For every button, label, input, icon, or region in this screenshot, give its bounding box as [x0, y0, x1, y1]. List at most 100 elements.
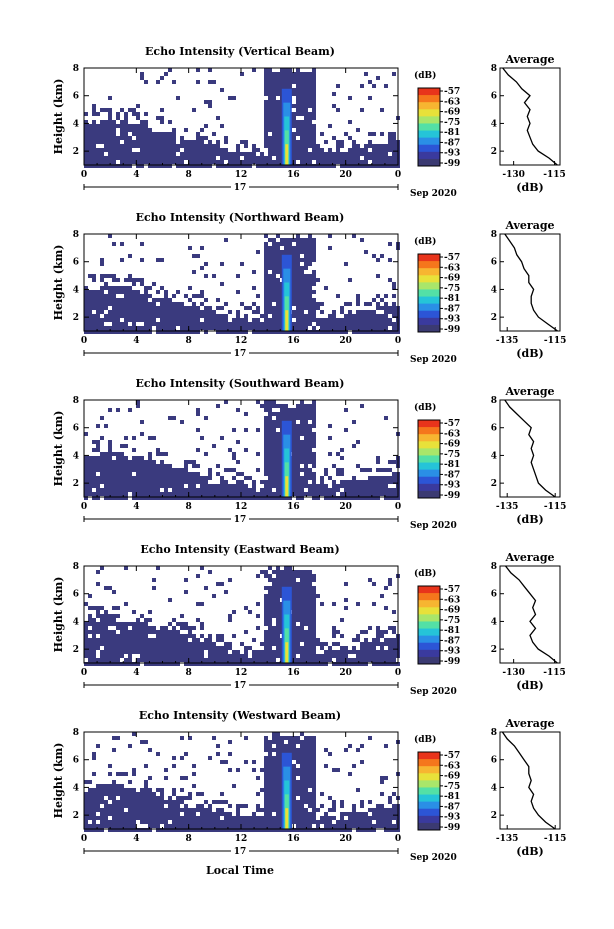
heatmap-cell: [264, 144, 268, 148]
heatmap-cell: [392, 808, 396, 812]
heatmap-cell: [300, 598, 304, 602]
heatmap-cell: [384, 630, 388, 634]
heatmap-cell: [140, 804, 144, 808]
heatmap-cell: [208, 314, 212, 318]
heatmap-cell: [120, 314, 124, 318]
heatmap-cell: [124, 456, 128, 460]
heatmap-cell: [180, 330, 184, 334]
heatmap-cell: [312, 76, 316, 80]
heatmap-cell: [92, 144, 96, 148]
heatmap-cell: [232, 330, 236, 334]
heatmap-cell: [276, 160, 280, 164]
heatmap-cell: [184, 796, 188, 800]
heatmap-cell: [312, 420, 316, 424]
heatmap-cell: [180, 310, 184, 314]
heatmap-cell: [276, 740, 280, 744]
heatmap-cell: [232, 824, 236, 828]
heatmap-cell: [392, 282, 396, 286]
heatmap-cell: [300, 732, 304, 736]
heatmap-cell: [300, 136, 304, 140]
heatmap-cell: [292, 776, 296, 780]
heatmap-cell: [228, 330, 232, 334]
heatmap-cell: [388, 650, 392, 654]
heatmap-cell: [140, 634, 144, 638]
heatmap-cell: [356, 824, 360, 828]
heatmap-cell: [388, 578, 392, 582]
heatmap-cell: [144, 816, 148, 820]
heatmap-cell: [152, 436, 156, 440]
heatmap-cell: [100, 654, 104, 658]
heatmap-cell: [200, 566, 204, 570]
heatmap-cell: [88, 302, 92, 306]
heatmap-cell: [204, 586, 208, 590]
heatmap-cell: [268, 606, 272, 610]
heatmap-cell: [272, 120, 276, 124]
colorbar-tick-label: -81: [444, 626, 460, 636]
heatmap-cell: [164, 654, 168, 658]
heatmap-cell: [244, 160, 248, 164]
heatmap-cell: [264, 294, 268, 298]
heatmap-cell: [152, 578, 156, 582]
heatmap-cell: [116, 298, 120, 302]
heatmap-cell: [316, 278, 320, 282]
heatmap-cell: [180, 650, 184, 654]
heatmap-cell: [204, 488, 208, 492]
heatmap-cell: [300, 92, 304, 96]
heatmap-cell: [104, 302, 108, 306]
heatmap-cell: [84, 602, 88, 606]
heatmap-cell: [256, 306, 260, 310]
colorbar-tick-label: -75: [444, 284, 460, 294]
heatmap-cell: [312, 780, 316, 784]
heatmap-cell: [160, 484, 164, 488]
heatmap-cell: [144, 152, 148, 156]
heatmap-cell: [368, 808, 372, 812]
heatmap-cell: [304, 570, 308, 574]
heatmap-cell: [116, 124, 120, 128]
heatmap-cell: [268, 748, 272, 752]
heatmap-cell: [376, 274, 380, 278]
heatmap-cell: [268, 658, 272, 662]
heatmap-cell: [304, 634, 308, 638]
heatmap-cell: [384, 468, 388, 472]
heatmap-cell: [292, 88, 296, 92]
heatmap-cell: [388, 468, 392, 472]
heatmap-cell: [292, 812, 296, 816]
colorbar-segment: [418, 490, 440, 499]
heatmap-cell: [200, 492, 204, 496]
heatmap-cell: [84, 322, 88, 326]
heatmap-cell: [336, 484, 340, 488]
heatmap-cell: [272, 634, 276, 638]
heatmap-cell: [128, 298, 132, 302]
heatmap-cell: [368, 824, 372, 828]
heatmap-cell: [228, 492, 232, 496]
heatmap-cell: [312, 140, 316, 144]
heatmap-cell: [264, 496, 268, 500]
heatmap-cell: [164, 306, 168, 310]
heatmap-cell: [264, 408, 268, 412]
colorbar-segment: [418, 88, 440, 96]
heatmap-cell: [276, 752, 280, 756]
heatmap-cell: [304, 472, 308, 476]
heatmap-cell: [276, 768, 280, 772]
heatmap-cell: [200, 816, 204, 820]
heatmap-cell: [196, 306, 200, 310]
heatmap-cell: [312, 650, 316, 654]
heatmap-cell: [128, 310, 132, 314]
heatmap-cell: [180, 318, 184, 322]
heatmap-cell: [116, 152, 120, 156]
heatmap-cell: [108, 440, 112, 444]
heatmap-cell: [384, 488, 388, 492]
heatmap-cell: [140, 76, 144, 80]
heatmap-cell: [88, 314, 92, 318]
heatmap-cell: [264, 736, 268, 740]
heatmap-cell: [260, 488, 264, 492]
heatmap-cell: [376, 476, 380, 480]
heatmap-cell: [184, 578, 188, 582]
heatmap-cell: [164, 646, 168, 650]
heatmap-cell: [304, 598, 308, 602]
heatmap-cell: [140, 72, 144, 76]
heatmap-cell: [308, 824, 312, 828]
heatmap-cell: [232, 322, 236, 326]
heatmap-cell: [268, 96, 272, 100]
heatmap-cell: [192, 638, 196, 642]
